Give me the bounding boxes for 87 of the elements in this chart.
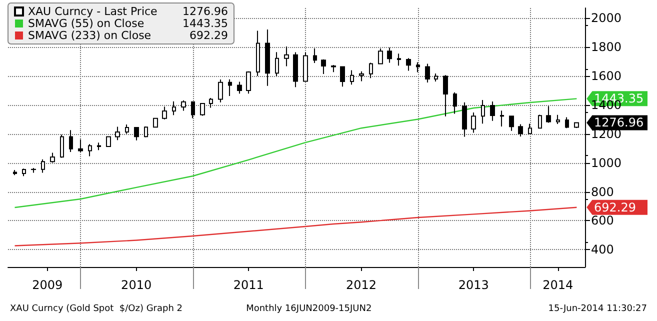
candlestick <box>125 124 129 134</box>
y-tick-label: 1600 <box>591 69 622 84</box>
candlestick <box>153 118 158 128</box>
candlestick <box>209 98 213 108</box>
candlestick <box>191 100 195 119</box>
candlestick <box>115 126 120 141</box>
candlestick <box>303 52 308 82</box>
candlestick <box>256 30 260 77</box>
x-tick-label: 2012 <box>346 278 377 292</box>
candlestick <box>106 136 111 148</box>
text: Monthly 16JUN2009-15JUN2 <box>246 304 372 314</box>
candlestick <box>41 158 45 174</box>
candlestick <box>13 170 17 176</box>
candlestick <box>69 130 73 152</box>
candlestick <box>284 46 289 67</box>
x-tick-label: 2010 <box>121 278 152 292</box>
candlestick <box>481 100 485 124</box>
y-tick-label: 600 <box>591 214 614 228</box>
candlestick <box>293 52 298 88</box>
candlestick <box>359 70 364 82</box>
candlestick <box>50 152 55 164</box>
candlestick <box>528 123 532 134</box>
candlestick <box>172 100 176 116</box>
text: 15-Jun-2014 11:30:27 <box>548 304 647 314</box>
x-tick-label: 2014 <box>542 278 574 292</box>
candlestick <box>509 115 514 132</box>
candlestick <box>453 92 457 114</box>
y-tick-label: 400 <box>591 242 614 257</box>
candlestick <box>546 106 551 124</box>
candlestick <box>387 47 392 64</box>
y-tick-label: 800 <box>591 184 614 199</box>
text: 1443.35 <box>182 17 228 30</box>
candlestick <box>462 102 467 138</box>
candlestick <box>275 52 279 77</box>
candlestick <box>565 116 569 129</box>
legend-label: XAU Curncy - Last Price <box>28 5 158 18</box>
legend-label: SMAVG (55) on Close <box>28 17 144 30</box>
legend-label: SMAVG (233) on Close <box>28 29 152 42</box>
text: 1276.96 <box>182 5 228 18</box>
candlestick <box>22 168 26 177</box>
y-tick-label: 1800 <box>591 40 622 54</box>
candlestick <box>574 122 579 128</box>
text: 692.29 <box>190 29 228 42</box>
candlestick <box>538 114 542 129</box>
candlestick <box>237 81 242 94</box>
candlestick <box>500 110 504 128</box>
x-tick-label: 2013 <box>458 278 489 292</box>
candlestick <box>378 48 383 64</box>
candlestick <box>144 126 148 138</box>
candlestick <box>31 168 36 174</box>
text: XAU Curncy (Gold Spot $/Oz) Graph 2 <box>10 304 183 314</box>
text: 1276.96 <box>594 116 644 130</box>
candlestick <box>425 63 430 84</box>
candlestick <box>162 106 167 120</box>
candlestick <box>443 74 448 117</box>
x-tick-label: 2009 <box>32 278 63 292</box>
candlestick <box>60 134 64 158</box>
candlestick <box>490 100 495 122</box>
candlestick <box>406 58 411 72</box>
candlestick <box>218 78 223 103</box>
candlestick <box>313 48 317 64</box>
candlestick <box>471 112 476 134</box>
candlestick <box>134 126 139 141</box>
candlestick <box>265 29 270 86</box>
candlestick <box>340 66 345 88</box>
candlestick <box>97 142 101 151</box>
candlestick <box>434 73 438 82</box>
candlestick <box>369 62 373 79</box>
data-label: 692.29 <box>594 200 636 214</box>
candlestick <box>228 78 232 96</box>
candlestick <box>331 64 336 73</box>
candlestick <box>416 62 420 73</box>
line-series <box>14 98 578 208</box>
candlestick <box>246 70 251 94</box>
candlestick <box>181 100 186 112</box>
x-tick-label: 2011 <box>233 278 264 292</box>
candlestick <box>518 124 523 137</box>
candlestick <box>88 144 92 157</box>
candlestick <box>397 53 401 66</box>
y-tick-label: 2000 <box>591 11 622 26</box>
y-tick-label: 1000 <box>591 156 622 170</box>
candlestick <box>78 138 83 152</box>
line-series <box>14 206 578 246</box>
candlestick <box>321 58 326 74</box>
candlestick <box>556 114 560 125</box>
candlestick <box>200 102 205 116</box>
candlestick <box>350 70 354 86</box>
